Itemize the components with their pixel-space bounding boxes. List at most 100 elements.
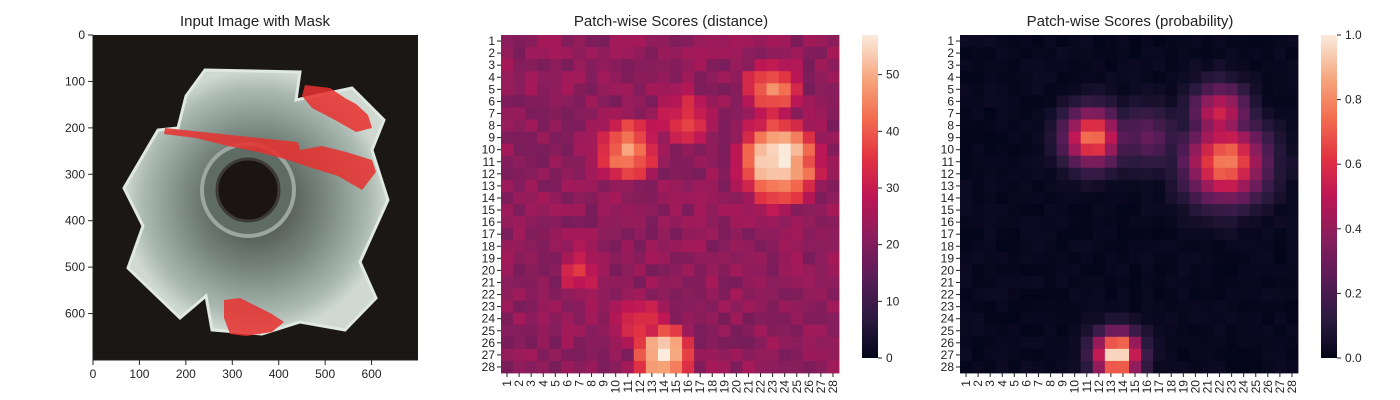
probability-cell bbox=[1177, 276, 1190, 289]
distance-cell bbox=[754, 191, 767, 205]
probability-cell bbox=[1153, 71, 1166, 84]
probability-cell bbox=[1092, 348, 1106, 362]
probability-cell bbox=[1032, 348, 1045, 362]
distance-cell bbox=[766, 240, 780, 253]
distance-ytick-label: 8 bbox=[488, 119, 495, 133]
probability-cell bbox=[1129, 107, 1142, 120]
distance-cell bbox=[501, 288, 514, 301]
distance-cell bbox=[682, 360, 695, 374]
probability-cell bbox=[960, 312, 973, 326]
distance-cell bbox=[706, 35, 719, 48]
distance-cell bbox=[814, 119, 828, 132]
distance-cell bbox=[802, 179, 816, 193]
distance-xtick-label: 23 bbox=[766, 380, 780, 394]
distance-cell bbox=[670, 288, 683, 301]
distance-cell bbox=[802, 276, 816, 289]
probability-cell bbox=[1213, 312, 1226, 326]
probability-cell bbox=[1165, 167, 1178, 181]
distance-xtick-label: 17 bbox=[693, 380, 707, 394]
probability-cell bbox=[1129, 143, 1142, 157]
probability-cell bbox=[1189, 131, 1202, 145]
distance-cell bbox=[645, 228, 659, 241]
distance-cell bbox=[790, 107, 804, 120]
probability-colorbar bbox=[1321, 35, 1337, 358]
image-xtick-label: 500 bbox=[315, 367, 335, 381]
probability-cell bbox=[1201, 155, 1214, 169]
probability-cell bbox=[1237, 95, 1251, 108]
probability-cell bbox=[984, 348, 997, 362]
image-xtick-label: 0 bbox=[90, 367, 97, 381]
probability-cell bbox=[1020, 360, 1033, 374]
distance-cell bbox=[826, 191, 840, 205]
probability-cell bbox=[1249, 191, 1263, 205]
distance-cell bbox=[742, 324, 755, 338]
distance-cell bbox=[826, 131, 840, 145]
distance-cell bbox=[633, 252, 647, 265]
distance-cell bbox=[826, 179, 840, 193]
distance-cell bbox=[513, 83, 526, 96]
probability-cell bbox=[960, 47, 973, 60]
distance-cell bbox=[633, 300, 647, 314]
probability-cell bbox=[1020, 95, 1033, 108]
probability-cell bbox=[1032, 35, 1045, 48]
distance-cell bbox=[621, 47, 635, 60]
probability-cell bbox=[1285, 143, 1299, 157]
distance-cell bbox=[525, 167, 538, 181]
distance-cell bbox=[537, 71, 550, 84]
probability-xtick-label: 15 bbox=[1128, 380, 1142, 394]
distance-cell bbox=[561, 131, 574, 145]
distance-cell bbox=[525, 240, 538, 253]
distance-cell bbox=[609, 179, 623, 193]
probability-cell bbox=[1116, 107, 1130, 120]
probability-cell bbox=[1177, 107, 1190, 120]
distance-cell bbox=[513, 228, 526, 241]
probability-cell bbox=[1056, 47, 1070, 60]
distance-cell bbox=[609, 143, 623, 157]
distance-cell bbox=[814, 155, 828, 169]
probability-cell bbox=[1177, 131, 1190, 145]
distance-cell bbox=[694, 143, 707, 157]
probability-cell bbox=[960, 119, 973, 132]
probability-cell bbox=[1225, 324, 1239, 338]
probability-cell bbox=[1080, 107, 1094, 120]
probability-cell bbox=[1213, 143, 1226, 157]
distance-cell bbox=[621, 324, 635, 338]
distance-cell bbox=[682, 276, 695, 289]
probability-cell bbox=[1056, 179, 1070, 193]
distance-cell bbox=[549, 95, 562, 108]
probability-cell bbox=[1153, 47, 1166, 60]
probability-cell bbox=[972, 143, 985, 157]
probability-cell bbox=[1249, 216, 1263, 229]
distance-cell bbox=[766, 179, 780, 193]
distance-cell bbox=[790, 143, 804, 157]
distance-cell bbox=[573, 336, 586, 350]
probability-cell bbox=[1165, 191, 1178, 205]
probability-ytick-label: 4 bbox=[947, 70, 954, 84]
probability-cell bbox=[1044, 288, 1057, 301]
probability-cell bbox=[1068, 35, 1082, 48]
probability-xtick-label: 17 bbox=[1152, 380, 1166, 394]
distance-xtick-label: 14 bbox=[657, 380, 671, 394]
probability-cell bbox=[972, 276, 985, 289]
distance-cell bbox=[561, 240, 574, 253]
probability-cell bbox=[984, 191, 997, 205]
distance-cell bbox=[670, 216, 683, 229]
distance-ytick-label: 12 bbox=[482, 167, 496, 181]
probability-cell bbox=[1237, 360, 1251, 374]
distance-cell bbox=[730, 312, 743, 326]
distance-cell bbox=[802, 240, 816, 253]
probability-ytick-label: 22 bbox=[941, 288, 955, 302]
probability-cell bbox=[1237, 155, 1251, 169]
distance-cell bbox=[730, 47, 743, 60]
probability-cell bbox=[1068, 131, 1082, 145]
probability-cell bbox=[1273, 35, 1287, 48]
distance-cell bbox=[597, 264, 611, 277]
probability-cell bbox=[984, 35, 997, 48]
distance-cell bbox=[694, 348, 707, 362]
probability-cell bbox=[1177, 35, 1190, 48]
probability-cell bbox=[1201, 264, 1214, 277]
probability-cell bbox=[1092, 47, 1106, 60]
distance-cell bbox=[754, 59, 767, 72]
probability-ytick-label: 13 bbox=[941, 179, 955, 193]
distance-cell bbox=[597, 348, 611, 362]
